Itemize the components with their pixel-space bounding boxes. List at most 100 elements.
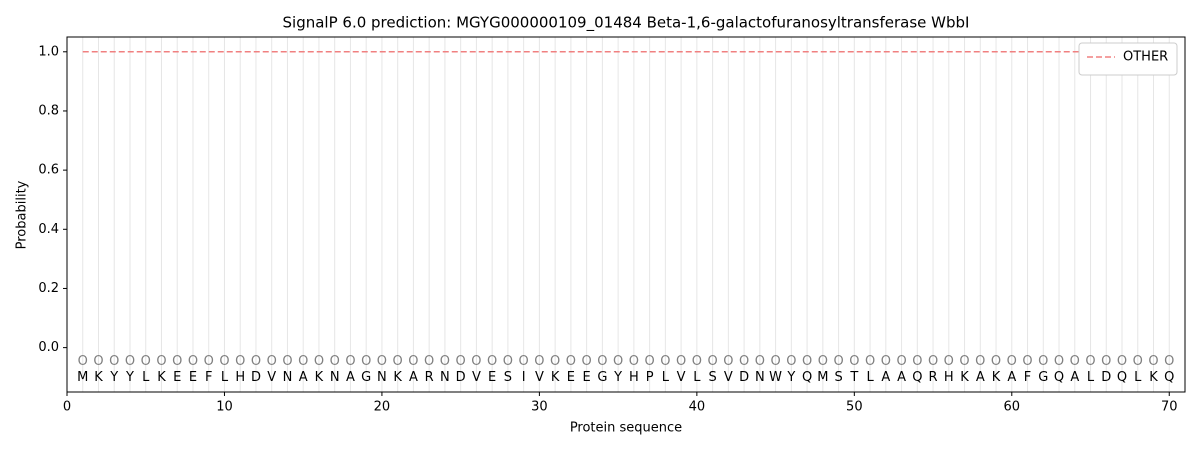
- residue-label: V: [677, 370, 686, 385]
- residue-label: Q: [1164, 370, 1174, 385]
- predicted-label: O: [204, 354, 214, 369]
- predicted-label: O: [109, 354, 119, 369]
- predicted-label: O: [188, 354, 198, 369]
- residue-label: D: [251, 370, 261, 385]
- predicted-label: O: [78, 354, 88, 369]
- residue-label: K: [551, 370, 560, 385]
- residue-label: D: [1101, 370, 1111, 385]
- predicted-label: O: [645, 354, 655, 369]
- residue-label: E: [583, 370, 591, 385]
- predicted-label: O: [597, 354, 607, 369]
- residue-label: F: [205, 370, 212, 385]
- residue-label: K: [393, 370, 402, 385]
- predicted-label: O: [802, 354, 812, 369]
- predicted-label: O: [582, 354, 592, 369]
- residue-label: V: [535, 370, 544, 385]
- predicted-label: O: [818, 354, 828, 369]
- predicted-label: O: [1070, 354, 1080, 369]
- predicted-label: O: [345, 354, 355, 369]
- chart-title: SignalP 6.0 prediction: MGYG000000109_01…: [283, 14, 970, 33]
- residue-label: I: [522, 370, 526, 385]
- predicted-label: O: [1054, 354, 1064, 369]
- x-tick-label: 60: [1004, 400, 1021, 415]
- residue-label: L: [866, 370, 874, 385]
- predicted-label: O: [267, 354, 277, 369]
- predicted-label: O: [865, 354, 875, 369]
- residue-label: W: [769, 370, 782, 385]
- y-tick-label: 0.4: [38, 222, 59, 237]
- residue-label: L: [142, 370, 150, 385]
- predicted-label: O: [770, 354, 780, 369]
- residue-label: V: [724, 370, 733, 385]
- residue-label: E: [488, 370, 496, 385]
- residue-label: K: [94, 370, 103, 385]
- residue-label: N: [283, 370, 293, 385]
- residue-label: H: [629, 370, 639, 385]
- residue-label: A: [897, 370, 906, 385]
- residue-label: A: [1007, 370, 1016, 385]
- predicted-label: O: [471, 354, 481, 369]
- y-axis-label: Probability: [15, 180, 30, 249]
- predicted-label: O: [93, 354, 103, 369]
- predicted-label: O: [975, 354, 985, 369]
- residue-label: P: [646, 370, 654, 385]
- residue-label: R: [425, 370, 434, 385]
- residue-label: E: [567, 370, 575, 385]
- predicted-label: O: [959, 354, 969, 369]
- predicted-label: O: [692, 354, 702, 369]
- predicted-label: O: [660, 354, 670, 369]
- residue-label: A: [299, 370, 308, 385]
- residue-label: S: [834, 370, 842, 385]
- residue-label: K: [1149, 370, 1158, 385]
- residue-label: N: [755, 370, 765, 385]
- residue-label: Q: [1054, 370, 1064, 385]
- residue-label: V: [472, 370, 481, 385]
- residue-label: Y: [109, 370, 118, 385]
- plot-frame: [66, 36, 1186, 393]
- x-tick-label: 10: [216, 400, 233, 415]
- residue-label: A: [409, 370, 418, 385]
- residue-label: Y: [786, 370, 795, 385]
- predicted-label: O: [1007, 354, 1017, 369]
- residue-label: E: [189, 370, 197, 385]
- predicted-label: O: [219, 354, 229, 369]
- residue-label: L: [1134, 370, 1142, 385]
- residue-label: N: [330, 370, 340, 385]
- predicted-label: O: [755, 354, 765, 369]
- predicted-label: O: [881, 354, 891, 369]
- residue-label: G: [597, 370, 607, 385]
- predicted-label: O: [786, 354, 796, 369]
- residue-label: T: [849, 370, 858, 385]
- predicted-label: O: [519, 354, 529, 369]
- residue-label: N: [377, 370, 387, 385]
- x-tick-label: 30: [531, 400, 548, 415]
- x-tick-label: 70: [1161, 400, 1178, 415]
- y-tick-label: 0.2: [38, 281, 59, 296]
- x-tick-label: 20: [374, 400, 391, 415]
- predicted-label: O: [440, 354, 450, 369]
- residue-label: E: [173, 370, 181, 385]
- residue-label: L: [1087, 370, 1095, 385]
- predicted-label: O: [298, 354, 308, 369]
- predicted-label: O: [550, 354, 560, 369]
- residue-label: D: [456, 370, 466, 385]
- predicted-label: O: [896, 354, 906, 369]
- predicted-label: O: [723, 354, 733, 369]
- predicted-label: O: [849, 354, 859, 369]
- predicted-label: O: [944, 354, 954, 369]
- residue-label: R: [929, 370, 938, 385]
- predicted-label: O: [991, 354, 1001, 369]
- predicted-label: O: [739, 354, 749, 369]
- predicted-label: O: [456, 354, 466, 369]
- residue-label: K: [157, 370, 166, 385]
- y-tick-label: 0.6: [38, 163, 59, 178]
- x-tick-label: 50: [846, 400, 863, 415]
- residue-label: K: [315, 370, 324, 385]
- residue-label: A: [976, 370, 985, 385]
- predicted-label: O: [393, 354, 403, 369]
- x-axis-label: Protein sequence: [570, 421, 682, 436]
- residue-label: M: [77, 370, 88, 385]
- y-tick-label: 0.0: [38, 340, 59, 355]
- legend-box: [1078, 42, 1178, 76]
